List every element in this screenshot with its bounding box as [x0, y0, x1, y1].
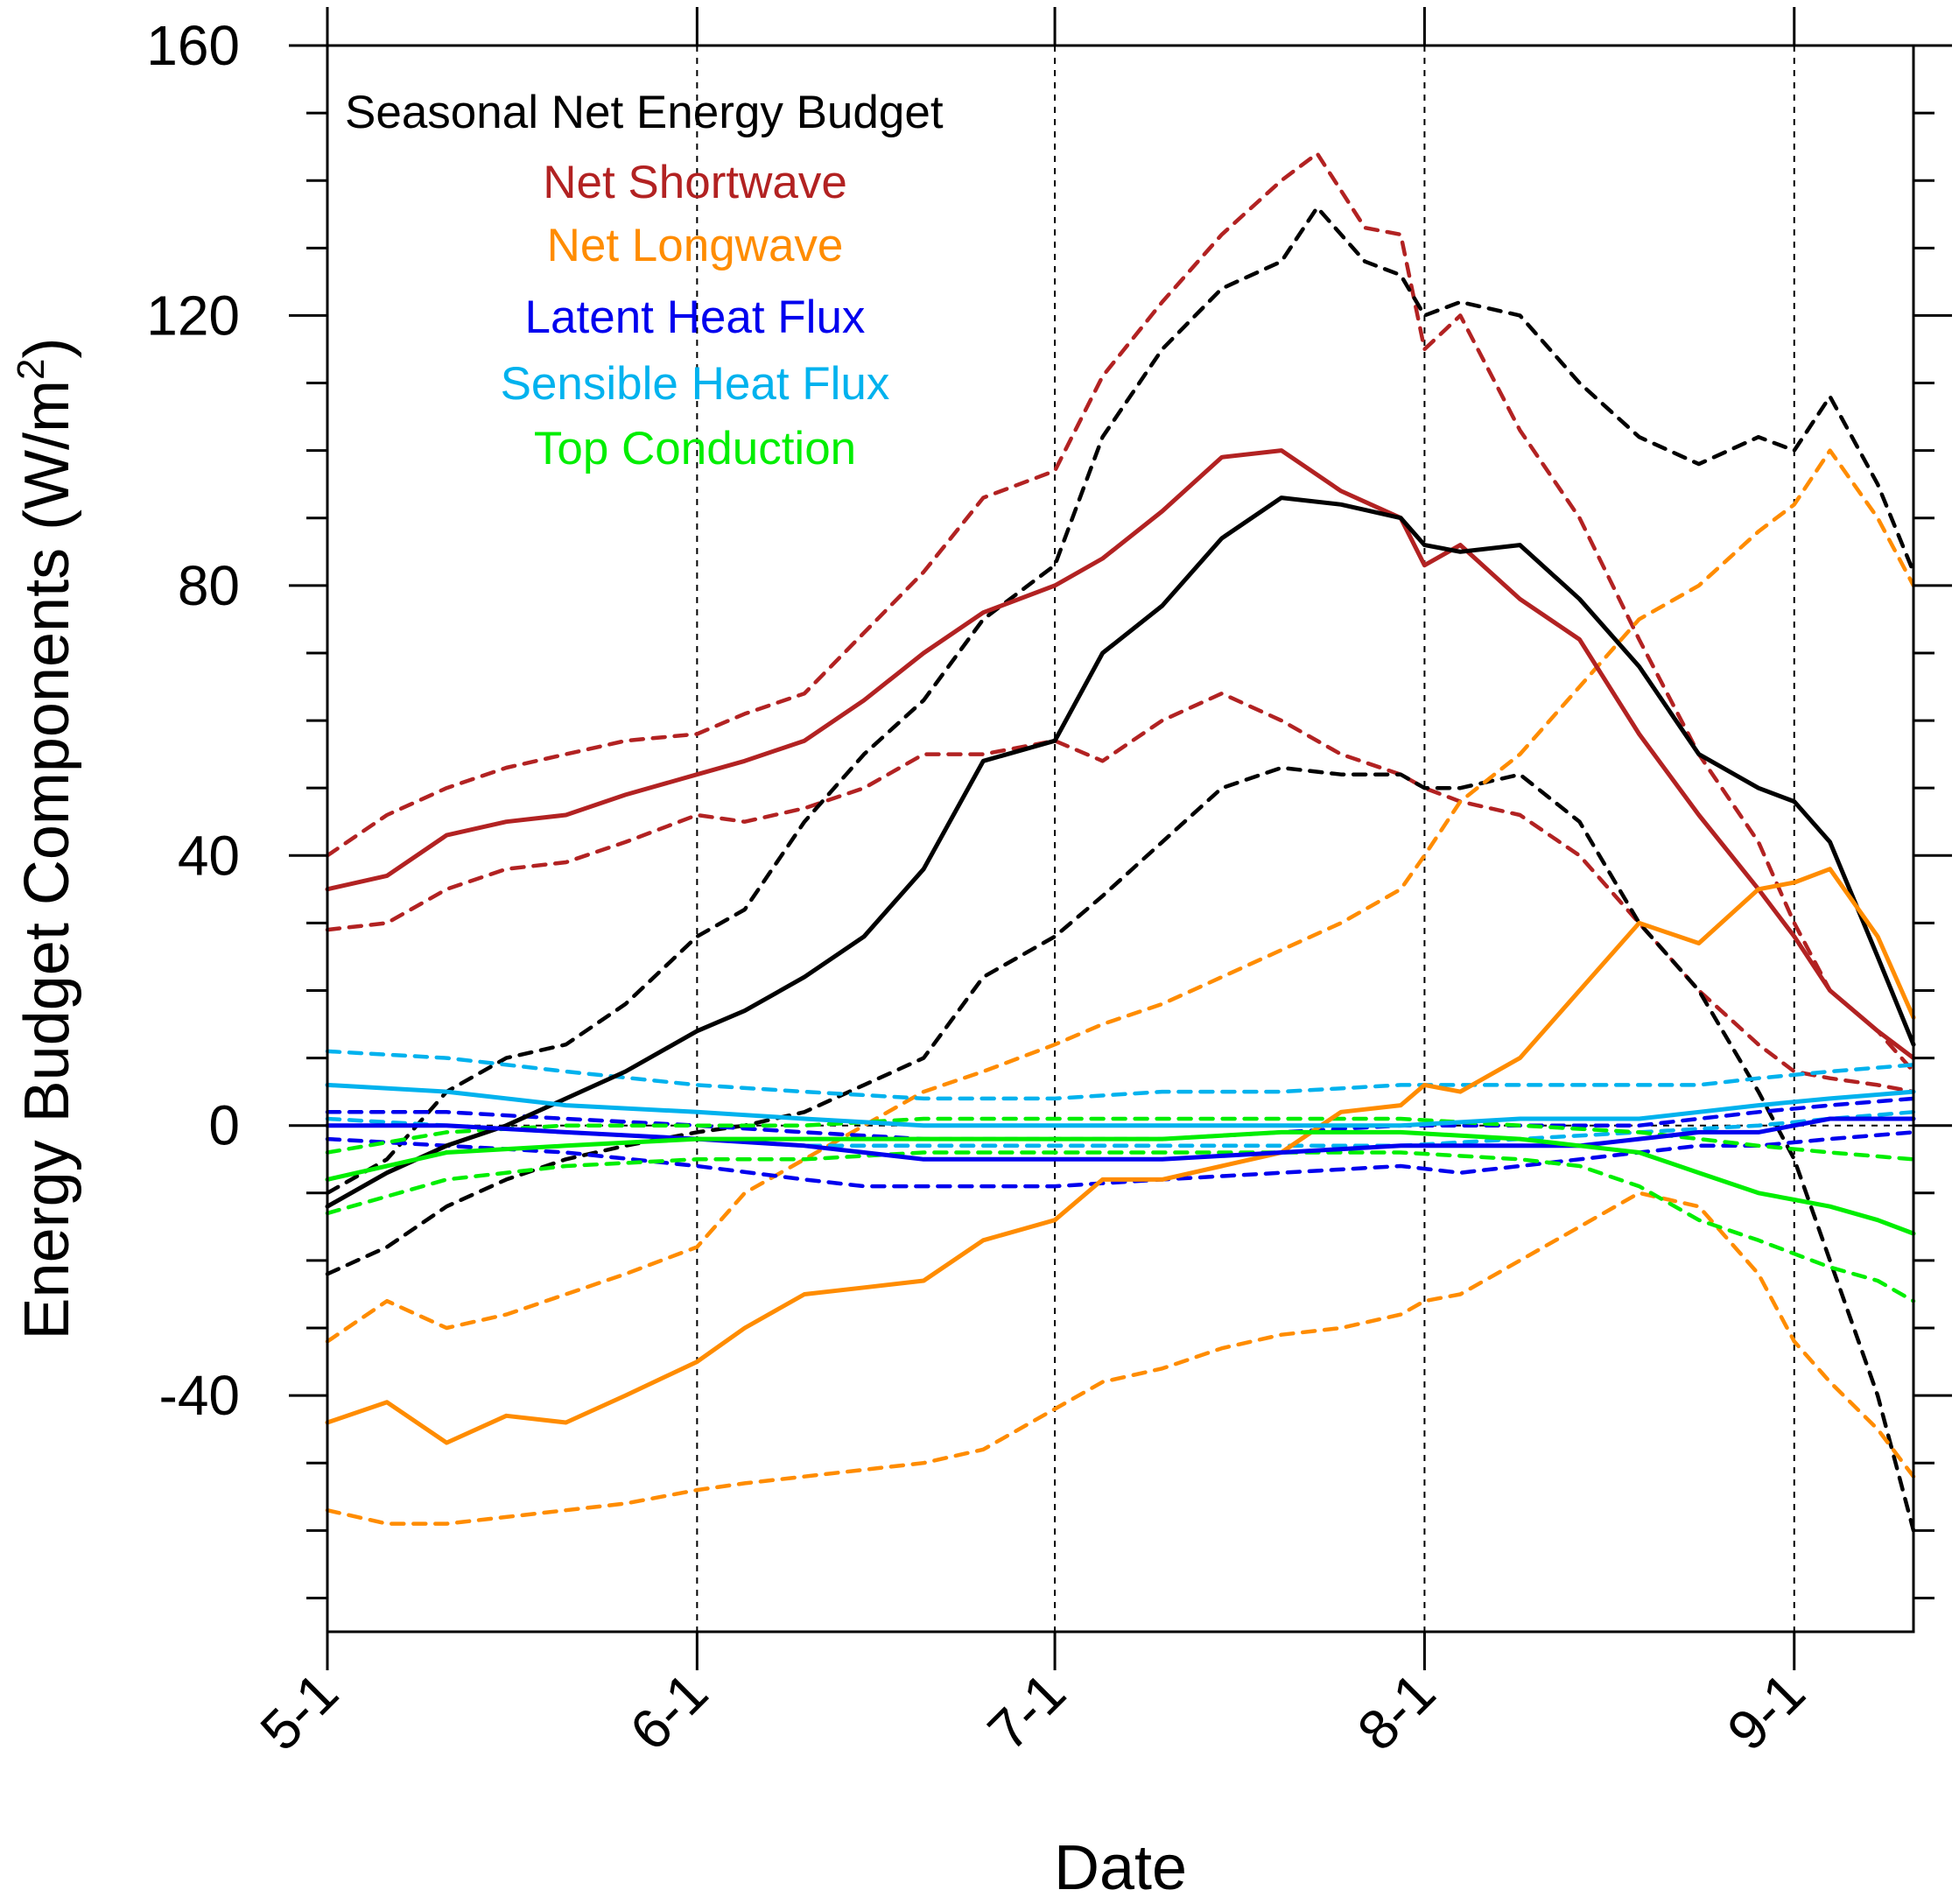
y-axis-title-close: ) — [12, 338, 82, 359]
plot-frame — [326, 44, 1915, 1634]
legend-entry-sensible-heat-flux: Sensible Heat Flux — [501, 358, 890, 410]
legend-title: Seasonal Net Energy Budget — [345, 87, 944, 138]
series-line-12 — [325, 1082, 1916, 1128]
series-line-4 — [325, 205, 1916, 1196]
series-line-3 — [325, 495, 1916, 1209]
series-line-11 — [325, 1130, 1916, 1189]
y-tick-label: 80 — [178, 554, 240, 617]
series-group — [325, 151, 1916, 1533]
legend-entry-latent-heat-flux: Latent Heat Flux — [525, 292, 866, 343]
legend-entry-net-shortwave: Net Shortwave — [543, 157, 847, 208]
series-line-2 — [325, 691, 1916, 1094]
series-line-16 — [325, 1116, 1916, 1162]
series-line-5 — [325, 765, 1916, 1533]
x-tick-label: 7-1 — [976, 1661, 1078, 1762]
series-line-15 — [325, 1129, 1916, 1236]
date-gridlines — [696, 46, 1795, 1632]
y-tick-label: 40 — [178, 824, 240, 887]
y-axis: -40 0 40 80 120 160 — [146, 14, 1952, 1599]
series-line-17 — [325, 1150, 1916, 1303]
y-tick-label: -40 — [159, 1364, 241, 1427]
y-tick-label: 160 — [146, 14, 240, 77]
y-axis-title-superscript: 2 — [10, 359, 53, 380]
series-line-6 — [325, 867, 1916, 1445]
x-axis: 5-1 6-1 7-1 8-1 9-1 — [249, 7, 1817, 1762]
series-line-8 — [325, 1191, 1916, 1526]
y-tick-label: 120 — [146, 284, 240, 347]
y-tick-label: 0 — [208, 1094, 240, 1157]
x-tick-label: 5-1 — [249, 1661, 350, 1762]
legend-entry-net-longwave: Net Longwave — [547, 220, 844, 271]
series-line-0 — [325, 448, 1916, 1061]
x-tick-label: 9-1 — [1715, 1661, 1816, 1762]
legend-entry-top-conduction: Top Conduction — [534, 423, 856, 474]
x-tick-label: 6-1 — [618, 1661, 720, 1762]
legend: Seasonal Net Energy Budget Net Shortwave… — [345, 87, 944, 474]
y-axis-title: Energy Budget Components (W/m2) — [10, 338, 82, 1340]
series-line-13 — [325, 1049, 1916, 1101]
series-line-7 — [325, 448, 1916, 1344]
y-axis-title-main: Energy Budget Components (W/m — [12, 380, 82, 1340]
x-axis-title: Date — [1054, 1833, 1187, 1903]
x-tick-label: 8-1 — [1345, 1661, 1447, 1762]
series-line-9 — [325, 1116, 1916, 1162]
